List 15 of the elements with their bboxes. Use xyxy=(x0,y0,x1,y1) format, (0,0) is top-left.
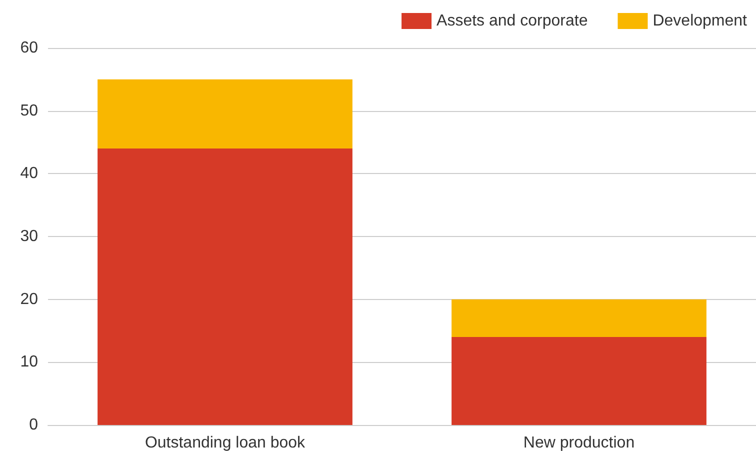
y-tick-label: 0 xyxy=(29,416,38,434)
legend-label: Development xyxy=(652,12,748,30)
bar xyxy=(452,299,706,338)
y-tick-label: 60 xyxy=(20,40,38,56)
y-tick-label: 30 xyxy=(20,228,38,245)
bar xyxy=(98,79,352,149)
x-tick-label: Outstanding loan book xyxy=(144,434,306,451)
bar xyxy=(98,148,352,425)
x-tick-label: New production xyxy=(523,434,635,451)
legend-label: Assets and corporate xyxy=(436,12,588,30)
y-tick-label: 50 xyxy=(20,102,38,120)
y-tick-label: 40 xyxy=(20,165,38,182)
bar xyxy=(452,337,706,425)
y-tick-label: 20 xyxy=(20,290,38,308)
y-tick-label: 10 xyxy=(20,354,38,371)
